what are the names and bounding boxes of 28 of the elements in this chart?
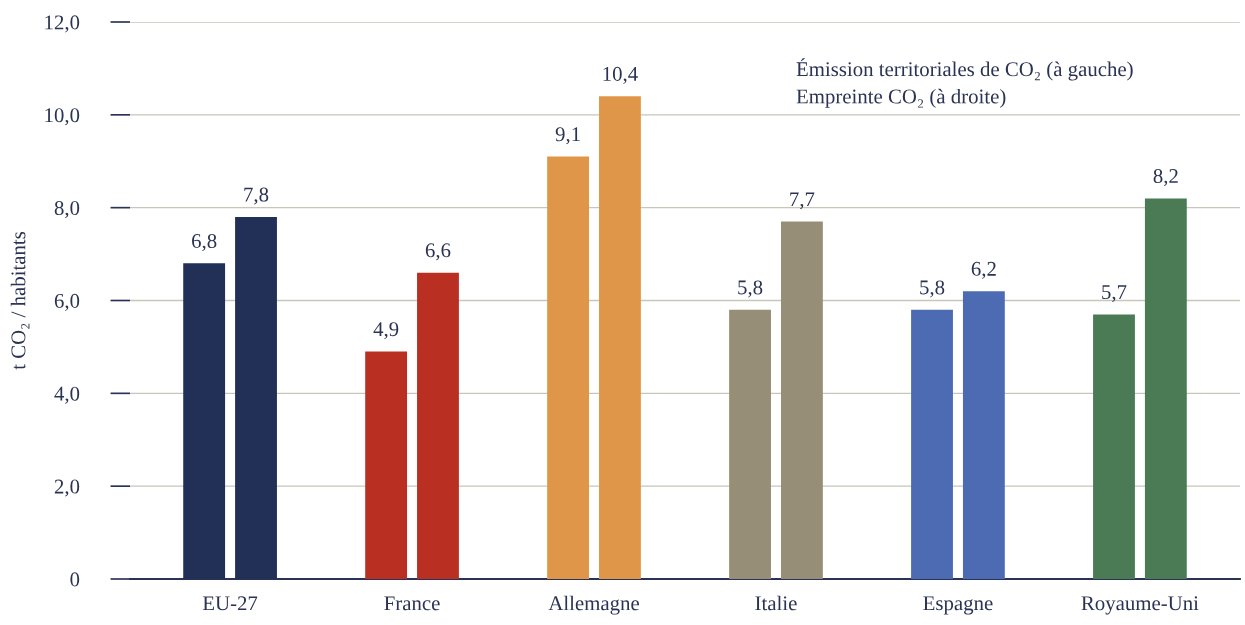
data-label: 5,7 bbox=[1102, 285, 1127, 303]
data-label: 5,8 bbox=[738, 280, 763, 298]
y-axis-title: t CO₂ / habitants bbox=[10, 231, 30, 370]
y-tick-label: 0 bbox=[70, 572, 80, 587]
x-tick-label: Royaume-Uni bbox=[1081, 596, 1199, 615]
annotation: Empreinte CO₂ (à droite) bbox=[796, 88, 1006, 108]
data-label: 10,4 bbox=[603, 66, 638, 84]
data-label: 9,1 bbox=[555, 127, 580, 145]
data-label: 6,6 bbox=[425, 243, 451, 261]
data-label: 8,2 bbox=[1153, 168, 1178, 187]
y-tick-label: 6,0 bbox=[54, 293, 80, 311]
data-label: 6,2 bbox=[971, 261, 996, 279]
annotation: Émission territoriales de CO₂ (à gauche) bbox=[796, 58, 1133, 81]
x-tick-label: Italie bbox=[755, 595, 797, 611]
y-tick-label: 10,0 bbox=[45, 108, 80, 126]
data-label: 5,8 bbox=[920, 280, 945, 298]
data-label: 7,7 bbox=[790, 192, 815, 210]
data-label: 7,8 bbox=[244, 187, 269, 205]
data-label: 6,8 bbox=[192, 233, 217, 252]
y-tick-label: 2,0 bbox=[54, 479, 80, 497]
x-tick-label: Allemagne bbox=[548, 595, 639, 615]
x-tick-label: EU-27 bbox=[202, 596, 258, 611]
y-tick-label: 12,0 bbox=[45, 15, 80, 33]
y-tick-label: 4,0 bbox=[54, 386, 80, 404]
data-label: 4,9 bbox=[373, 322, 399, 340]
x-tick-label: Espagne bbox=[923, 596, 993, 615]
y-tick-label: 8,0 bbox=[54, 201, 80, 219]
x-tick-label: France bbox=[384, 596, 440, 611]
